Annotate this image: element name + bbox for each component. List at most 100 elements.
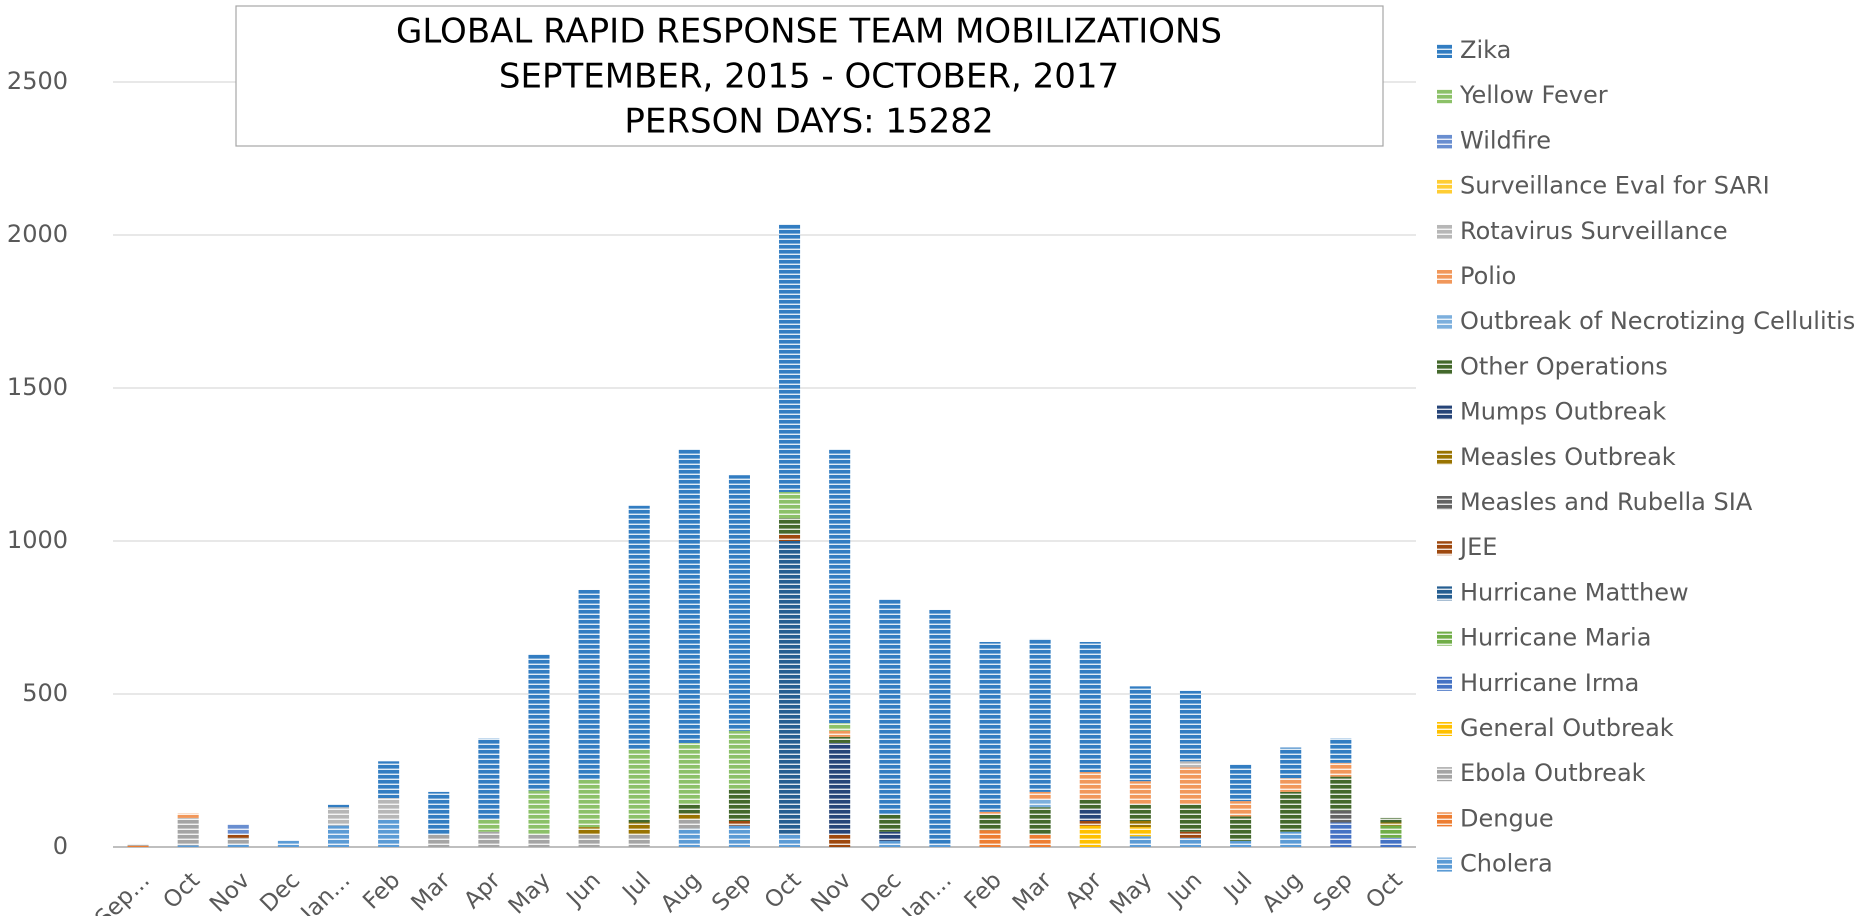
bar-segment (1380, 825, 1402, 838)
bar-segment (979, 641, 1001, 812)
bar-segment (1330, 822, 1352, 847)
bar-segment (779, 541, 801, 835)
bar-segment (428, 834, 450, 847)
x-tick-label: Feb (358, 867, 405, 914)
bar-segment (678, 828, 700, 847)
legend-swatch (1437, 541, 1452, 556)
y-tick-label: 0 (53, 832, 68, 860)
chart-title: SEPTEMBER, 2015 - OCTOBER, 2017 (499, 57, 1119, 97)
x-tick-label: Mar (1008, 867, 1057, 916)
bar-segment (1280, 747, 1302, 779)
bar-segment (1079, 820, 1101, 826)
x-tick-label: Jan... (896, 867, 956, 916)
legend-label: Zika (1460, 36, 1511, 64)
legend-swatch (1437, 89, 1452, 104)
x-tick-label: Sep (707, 867, 756, 916)
bar-segment (728, 820, 750, 826)
legend-swatch (1437, 676, 1452, 691)
bar-segment (628, 822, 650, 835)
x-tick-label: May (1105, 867, 1157, 916)
legend-swatch (1437, 722, 1452, 736)
legend-swatch (1437, 450, 1452, 465)
bar-segment (428, 791, 450, 835)
legend-label: Outbreak of Necrotizing Cellulitis (1460, 307, 1855, 335)
bar-segment (628, 819, 650, 823)
legend-swatch (1437, 179, 1452, 194)
bar-segment (378, 819, 400, 847)
bar-segment (1179, 804, 1202, 832)
legend-swatch (1437, 315, 1452, 330)
x-tick-label: Aug (1257, 867, 1307, 916)
bar-segment (879, 840, 901, 847)
legend-label: Dengue (1460, 804, 1554, 832)
bar-segment (1129, 804, 1151, 821)
x-tick-label: Jul (617, 867, 656, 906)
x-tick-label: May (504, 867, 556, 916)
bar-segment (779, 834, 801, 847)
bar-segment (327, 804, 350, 808)
bar-segment (779, 534, 801, 541)
bar-segment (1029, 791, 1051, 800)
bar-segment (829, 723, 851, 731)
x-tick-label: Oct (1361, 867, 1408, 914)
bar-segment (528, 790, 550, 835)
bar-segment (1179, 761, 1202, 768)
legend-label: Polio (1460, 262, 1516, 290)
bar-segment (1129, 827, 1151, 837)
bar-segment (177, 813, 199, 818)
bar-segment (879, 831, 901, 841)
x-tick-label: Sep... (90, 867, 155, 916)
bar-segment (177, 845, 199, 847)
legend-label: Hurricane Matthew (1460, 578, 1689, 606)
bar-segment (327, 825, 350, 847)
bar-segment (829, 730, 851, 737)
legend-label: Cholera (1460, 850, 1553, 878)
y-tick-label: 500 (22, 679, 68, 707)
bar-segment (628, 505, 650, 750)
bar-segment (1079, 641, 1101, 773)
legend-swatch (1437, 812, 1452, 827)
bar-segment (728, 788, 750, 821)
bar-segment (528, 654, 550, 791)
bar-segment (979, 814, 1001, 831)
y-tick-label: 1500 (7, 373, 68, 401)
bar-segment (678, 819, 700, 829)
bar-segment (678, 449, 700, 743)
bar-segment (678, 813, 700, 820)
grid (113, 81, 1416, 848)
legend-swatch (1437, 134, 1452, 149)
title-box (235, 5, 1384, 147)
x-tick-label: Sep (1309, 867, 1358, 916)
bar-segment (879, 814, 901, 832)
bar-segment (1029, 834, 1051, 847)
bar-segment (227, 834, 249, 838)
bar-segment (1079, 799, 1101, 809)
bar-segment (1230, 764, 1252, 802)
x-tick-label: Oct (158, 867, 205, 914)
bar-segment (528, 834, 550, 847)
legend-swatch (1437, 496, 1452, 510)
bar-segment (1380, 817, 1402, 823)
chart-title: GLOBAL RAPID RESPONSE TEAM MOBILIZATIONS (396, 12, 1222, 52)
bar-segment (929, 609, 951, 844)
bar-segment (1029, 807, 1051, 835)
bar-segment (628, 749, 650, 820)
x-tick-label: Apr (1061, 867, 1108, 914)
bar-segment (1230, 816, 1252, 841)
bar-segment (327, 807, 350, 826)
legend-label: Surveillance Eval for SARI (1460, 172, 1770, 200)
bar-segment (1079, 808, 1101, 821)
legend-label: General Outbreak (1460, 714, 1674, 742)
bar-segment (127, 845, 149, 847)
bar-segment (829, 736, 851, 743)
y-tick-label: 2500 (7, 67, 68, 95)
legend-label: Ebola Outbreak (1460, 759, 1646, 787)
bar-segment (1129, 686, 1151, 782)
x-tick-label: Jul (1218, 867, 1257, 906)
bar-segment (1230, 840, 1252, 847)
bar-segment (1330, 738, 1352, 763)
bar-segment (979, 811, 1001, 815)
bar-segment (1179, 837, 1202, 847)
bar-segment (1129, 781, 1151, 805)
